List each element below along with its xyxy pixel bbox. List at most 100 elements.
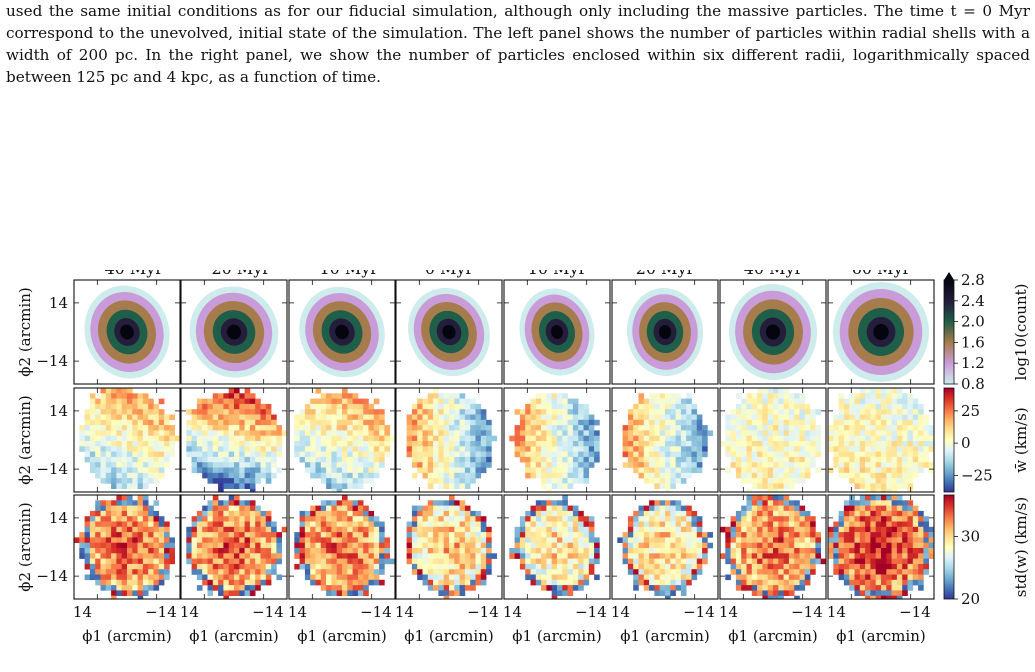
hist-cell <box>427 467 434 474</box>
hist-cell <box>649 430 655 436</box>
hist-cell <box>725 430 731 436</box>
hist-cell <box>443 516 450 522</box>
hist-cell <box>881 532 887 538</box>
hist-cell <box>95 532 101 538</box>
hist-cell <box>725 441 731 447</box>
hist-cell <box>562 585 568 591</box>
hist-cell <box>870 558 876 565</box>
hist-cell <box>810 558 816 565</box>
hist-cell <box>773 472 779 479</box>
hist-cell <box>433 467 439 474</box>
hist-cell <box>234 532 240 538</box>
hist-cell <box>551 441 558 447</box>
hist-cell <box>347 409 353 415</box>
hist-cell <box>886 590 892 596</box>
hist-cell <box>572 425 579 431</box>
hist-cell <box>665 430 671 436</box>
hist-cell <box>730 569 737 575</box>
hist-cell <box>735 574 742 581</box>
hist-cell <box>788 548 795 554</box>
hist-cell <box>725 451 731 458</box>
hist-cell <box>310 441 316 447</box>
panel-frame <box>611 387 719 493</box>
hist-cell <box>530 472 537 479</box>
hist-cell <box>244 532 251 538</box>
hist-cell <box>142 483 149 489</box>
hist-cell <box>105 419 112 426</box>
hist-cell <box>116 478 122 484</box>
panel <box>73 494 181 600</box>
hist-cell <box>680 425 687 431</box>
hist-cell <box>153 425 160 431</box>
hist-cell <box>686 526 692 533</box>
hist-cell <box>725 558 731 565</box>
hist-cell <box>849 505 855 512</box>
hist-cell <box>567 467 574 474</box>
hist-cell <box>541 558 547 565</box>
hist-cell <box>142 393 149 399</box>
hist-cell <box>352 398 359 405</box>
hist-cell <box>810 441 816 447</box>
hist-cell <box>541 526 547 533</box>
hist-cell <box>804 563 811 570</box>
hist-cell <box>891 425 898 431</box>
hist-cell <box>670 467 676 474</box>
hist-cell <box>735 558 742 565</box>
hist-cell <box>918 446 924 452</box>
hist-cell <box>557 585 563 591</box>
hist-cell <box>627 446 634 452</box>
hist-cell <box>843 569 850 575</box>
hist-cell <box>859 446 866 452</box>
hist-cell <box>514 441 521 447</box>
hist-cell <box>95 467 101 474</box>
hist-cell <box>923 569 929 575</box>
hist-cell <box>918 467 924 474</box>
hist-cell <box>384 553 390 559</box>
hist-cell <box>627 414 634 421</box>
hist-cell <box>304 435 311 442</box>
hist-cell <box>757 553 763 559</box>
hist-cell <box>854 393 861 399</box>
hist-cell <box>665 441 671 447</box>
hist-cell <box>815 430 821 436</box>
hist-cell <box>239 483 245 489</box>
hist-cell <box>239 419 245 426</box>
hist-cell <box>427 532 434 538</box>
hist-cell <box>918 516 924 522</box>
hist-cell <box>741 478 747 484</box>
hist-cell <box>778 393 784 399</box>
hist-cell <box>519 456 526 463</box>
hist-cell <box>675 425 682 431</box>
hist-cell <box>137 563 144 570</box>
hist-cell <box>757 585 763 591</box>
hist-cell <box>557 483 563 489</box>
panel-frame <box>503 494 611 600</box>
hist-cell <box>773 409 779 415</box>
hist-cell <box>773 526 779 533</box>
hist-cell <box>794 430 800 436</box>
hist-cell <box>638 579 645 586</box>
hist-cell <box>525 563 531 570</box>
hist-cell <box>153 569 160 575</box>
hist-cell <box>347 510 353 517</box>
hist-cell <box>142 414 149 421</box>
hist-cell <box>137 472 144 479</box>
hist-cell <box>551 398 558 405</box>
hist-cell <box>912 526 919 533</box>
hist-cell <box>368 537 375 543</box>
hist-cell <box>79 425 85 431</box>
hist-cell <box>223 526 229 533</box>
hist-cell <box>746 574 753 581</box>
hist-cell <box>686 505 692 512</box>
hist-cell <box>384 451 390 458</box>
hist-cell <box>379 430 385 436</box>
hist-cell <box>928 542 934 549</box>
hist-cell <box>137 574 144 581</box>
hist-cell <box>525 441 531 447</box>
hist-cell <box>696 537 703 543</box>
hist-cell <box>530 548 537 554</box>
hist-cell <box>218 574 224 581</box>
hist-cell <box>320 430 327 436</box>
hist-cell <box>881 537 887 543</box>
hist-cell <box>557 590 563 596</box>
